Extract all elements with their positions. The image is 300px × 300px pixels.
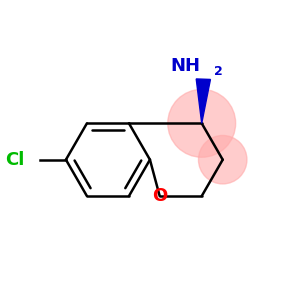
Circle shape [199,136,247,184]
Text: NH: NH [170,57,200,75]
Circle shape [168,89,236,157]
Polygon shape [196,79,210,123]
Text: O: O [152,187,167,205]
Text: Cl: Cl [5,151,24,169]
Text: 2: 2 [214,64,223,78]
